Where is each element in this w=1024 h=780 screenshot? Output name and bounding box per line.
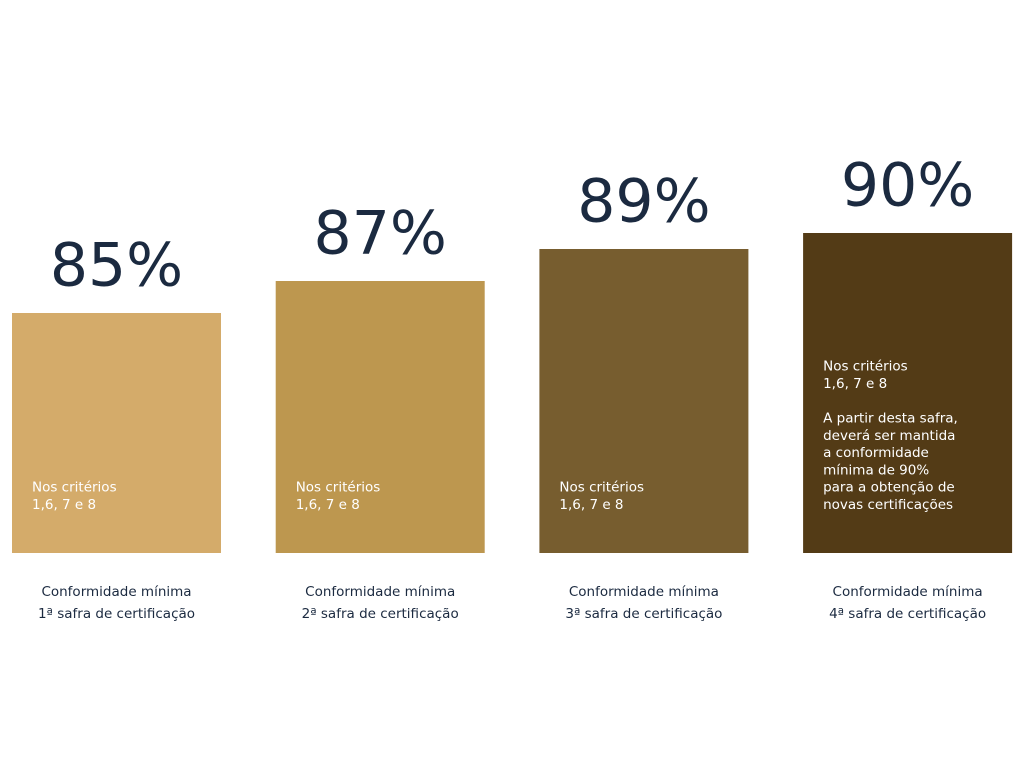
bar-note: 1,6, 7 e 8 xyxy=(32,497,96,513)
category-label: 4ª safra de certificação xyxy=(829,606,986,622)
category-label: Conformidade mínima xyxy=(569,584,719,600)
bar-note: Nos critérios xyxy=(32,480,117,496)
bar-note: A partir desta safra, xyxy=(823,411,958,427)
bar-note: 1,6, 7 e 8 xyxy=(559,497,623,513)
category-label: Conformidade mínima xyxy=(41,584,191,600)
value-label: 90% xyxy=(841,151,974,221)
bar-note: 1,6, 7 e 8 xyxy=(296,497,360,513)
category-label: 3ª safra de certificação xyxy=(565,606,722,622)
bar-note: novas certificações xyxy=(823,497,953,513)
bar-note: deverá ser mantida xyxy=(823,428,955,444)
bar-note: para a obtenção de xyxy=(823,480,955,496)
category-label: 1ª safra de certificação xyxy=(38,606,195,622)
bar-note: a conformidade xyxy=(823,445,929,461)
category-label: Conformidade mínima xyxy=(833,584,983,600)
bar-note: Nos critérios xyxy=(559,480,644,496)
value-label: 89% xyxy=(577,167,710,237)
bar-note: 1,6, 7 e 8 xyxy=(823,376,887,392)
value-label: 85% xyxy=(50,231,183,301)
bar-note: mínima de 90% xyxy=(823,462,929,478)
value-label: 87% xyxy=(314,199,447,269)
bar xyxy=(12,313,221,553)
bar xyxy=(275,281,485,553)
category-label: Conformidade mínima xyxy=(305,584,455,600)
category-label: 2ª safra de certificação xyxy=(302,606,459,622)
bar-note: Nos critérios xyxy=(823,359,908,375)
bar-note: Nos critérios xyxy=(296,480,381,496)
bar xyxy=(803,233,1013,553)
bar xyxy=(539,249,749,553)
